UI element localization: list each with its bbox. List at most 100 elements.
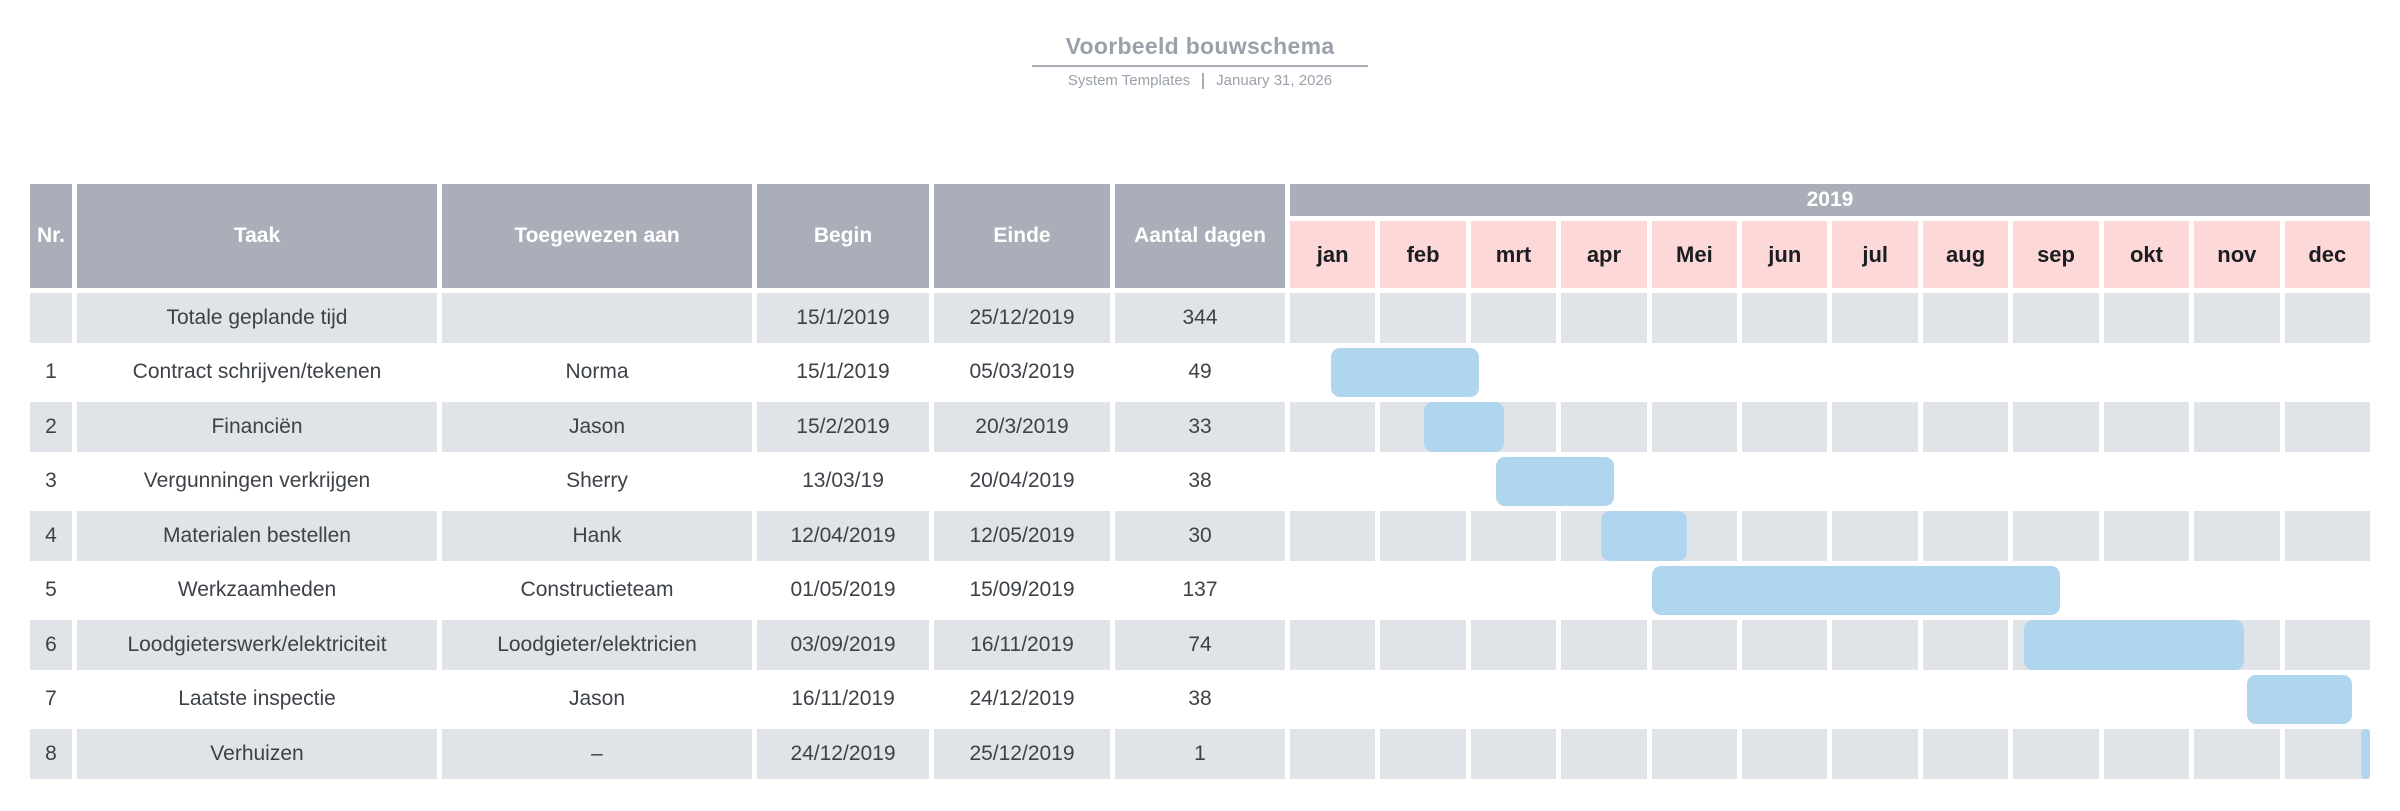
gantt-row-cells: [1290, 457, 2370, 507]
month-header-aug: aug: [1922, 221, 2009, 288]
month-header-jan: jan: [1290, 221, 1376, 288]
gantt-bar: [2360, 729, 2370, 779]
gantt-row-cells: [1290, 511, 2370, 561]
cell-toegewezen-aan: Sherry: [566, 469, 628, 493]
gantt-cell: [2104, 566, 2189, 616]
gantt-row: [1290, 347, 2370, 398]
gantt-cell: [1561, 402, 1647, 452]
gantt-cell: [2103, 293, 2190, 343]
document-header: Voorbeeld bouwschema System Templates Ja…: [0, 33, 2400, 89]
gantt-cell: [2013, 457, 2098, 507]
gantt-cell: [1742, 402, 1828, 452]
cell-einde: 16/11/2019: [934, 620, 1110, 670]
cell-taak: Laatste inspectie: [178, 687, 336, 711]
page-title: Voorbeeld bouwschema: [1065, 33, 1335, 59]
gantt-row-cells: [1290, 729, 2370, 779]
gantt-cell: [1471, 675, 1556, 725]
gantt-cell: [1832, 293, 1918, 343]
gantt-row: [1290, 620, 2370, 670]
gantt-row: [1290, 293, 2370, 343]
gantt-cell: [1652, 675, 1737, 725]
gantt-cell: [1470, 729, 1557, 779]
cell-einde: 20/3/2019: [934, 402, 1110, 452]
month-header-nov: nov: [2194, 221, 2280, 288]
cell-begin: 13/03/19: [802, 469, 884, 493]
author-label: System Templates: [1067, 72, 1191, 89]
gantt-cell: [2194, 293, 2280, 343]
gantt-cell: [1470, 511, 1557, 561]
cell-taak: Loodgieterswerk/elektriciteit: [77, 620, 437, 670]
gantt-cell: [1742, 729, 1828, 779]
gantt-cell: [1922, 729, 2009, 779]
gantt-cell: [2284, 293, 2370, 343]
gantt-cell: [2284, 511, 2370, 561]
schedule-table: Nr. Taak Toegewezen aan Begin Einde Aantal da…: [30, 184, 2370, 779]
gantt-bar: [2246, 674, 2353, 724]
gantt-cell: [1832, 675, 1917, 725]
gantt-cell: [2194, 729, 2280, 779]
gantt-cell: [1561, 348, 1646, 398]
gantt-cell: [1832, 729, 1918, 779]
gantt-cell: [1742, 348, 1827, 398]
cell-toegewezen-aan: Jason: [568, 687, 626, 711]
gantt-cell: [1290, 402, 1376, 452]
cell-begin: 15/1/2019: [796, 360, 890, 384]
cell-begin: 15/1/2019: [757, 293, 929, 343]
gantt-cell: [1380, 293, 1466, 343]
month-header-jun: jun: [1742, 221, 1828, 288]
cell-nr: 4: [30, 511, 72, 561]
cell-begin: 15/2/2019: [757, 402, 929, 452]
gantt-cell: [2013, 402, 2099, 452]
gantt-cell: [1380, 457, 1465, 507]
gantt-cell: [1290, 729, 1376, 779]
gantt-row-cells: [1290, 675, 2370, 725]
gantt-cell: [1380, 729, 1466, 779]
gantt-cell: [2194, 348, 2279, 398]
cell-einde: 05/03/2019: [969, 360, 1075, 384]
column-header-taak: Taak: [77, 184, 437, 288]
gantt-bar: [2024, 620, 2244, 670]
gantt-bar: [1601, 511, 1687, 561]
gantt-cell: [2013, 675, 2098, 725]
gantt-cell: [1922, 620, 2009, 670]
column-header-aantal-dagen: Aantal dagen: [1115, 184, 1285, 288]
cell-aantal-dagen: 1: [1115, 729, 1285, 779]
gantt-cell: [2104, 457, 2189, 507]
column-header-nr: Nr.: [30, 184, 72, 288]
gantt-bar: [1651, 565, 2061, 615]
gantt-row-cells: [1290, 293, 2370, 343]
gantt-cell: [2103, 511, 2190, 561]
cell-begin: 03/09/2019: [757, 620, 929, 670]
gantt-cell: [2103, 402, 2190, 452]
gantt-bar: [1330, 347, 1479, 397]
gantt-cell: [2194, 402, 2280, 452]
gantt-cell: [1561, 729, 1647, 779]
gantt-cell: [1651, 293, 1738, 343]
gantt-cell: [1561, 675, 1646, 725]
gantt-bar: [1496, 456, 1615, 506]
gantt-cell: [1471, 566, 1556, 616]
cell-aantal-dagen: 38: [1188, 687, 1212, 711]
gantt-cell: [1471, 348, 1556, 398]
gantt-cell: [1290, 457, 1375, 507]
cell-nr: 8: [30, 729, 72, 779]
cell-taak: Verhuizen: [77, 729, 437, 779]
gantt-cell: [2013, 511, 2099, 561]
cell-nr: 3: [45, 469, 57, 493]
cell-toegewezen-aan: Norma: [565, 360, 629, 384]
cell-aantal-dagen: 49: [1188, 360, 1212, 384]
cell-taak: Materialen bestellen: [77, 511, 437, 561]
month-header-mei: Mei: [1651, 221, 1738, 288]
gantt-row: [1290, 565, 2370, 616]
cell-begin: 01/05/2019: [790, 578, 896, 602]
cell-einde: 24/12/2019: [969, 687, 1075, 711]
gantt-cell: [1832, 511, 1918, 561]
gantt-cell: [1742, 675, 1827, 725]
cell-begin: 12/04/2019: [757, 511, 929, 561]
gantt-cell: [1470, 620, 1557, 670]
month-header-apr: apr: [1561, 221, 1647, 288]
subtitle-separator: [1202, 72, 1205, 89]
gantt-cell: [2104, 675, 2189, 725]
gantt-cell: [1380, 675, 1465, 725]
gantt-cell: [1290, 293, 1376, 343]
